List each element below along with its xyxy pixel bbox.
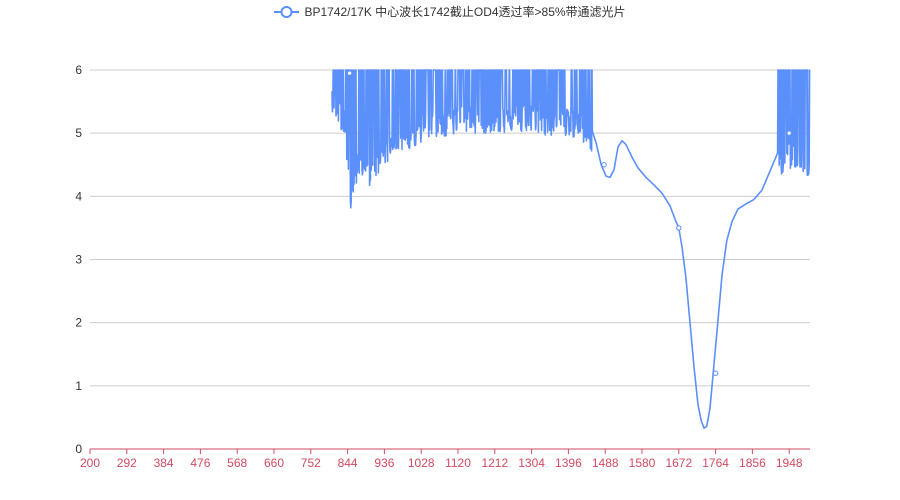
- x-tick-label: 752: [301, 456, 321, 470]
- x-tick-label: 1120: [445, 456, 471, 470]
- y-tick-label: 1: [75, 379, 82, 393]
- x-tick-label: 568: [227, 456, 247, 470]
- x-tick-label: 660: [264, 456, 284, 470]
- x-tick-label: 1580: [629, 456, 656, 470]
- x-tick-label: 936: [374, 456, 394, 470]
- data-point-marker: [712, 370, 719, 376]
- series-layer: [331, 69, 811, 429]
- x-tick-label: 292: [117, 456, 137, 470]
- x-tick-label: 1672: [665, 456, 692, 470]
- legend[interactable]: BP1742/17K 中心波长1742截止OD4透过率>85%带通滤光片: [0, 3, 900, 20]
- x-tick-label: 844: [338, 456, 358, 470]
- data-point-marker: [786, 130, 792, 136]
- axes: 0 1 2 3 4 5 6 200 292 384 476 568 660 752 844 936 1028 11…: [75, 63, 810, 470]
- y-tick-label: 5: [75, 126, 82, 140]
- y-tick-label: 2: [75, 316, 82, 330]
- x-tick-label: 1028: [408, 456, 435, 470]
- x-tick-label: 1212: [481, 456, 508, 470]
- x-tick-label: 1304: [518, 456, 545, 470]
- y-tick-label: 6: [75, 63, 82, 77]
- x-tick-label: 1488: [592, 456, 619, 470]
- x-tick-label: 1764: [702, 456, 729, 470]
- x-tick-label: 1396: [555, 456, 582, 470]
- data-point-marker: [676, 225, 682, 231]
- y-tick-label: 0: [75, 442, 82, 456]
- x-tick-label: 200: [80, 456, 100, 470]
- x-tick-label: 1948: [776, 456, 803, 470]
- x-tick-label: 1856: [739, 456, 766, 470]
- data-point-marker: [601, 162, 607, 168]
- legend-line-marker-icon: [274, 5, 300, 19]
- series-line: [331, 69, 811, 429]
- legend-label: BP1742/17K 中心波长1742截止OD4透过率>85%带通滤光片: [304, 5, 626, 19]
- x-tick-label: 384: [154, 456, 174, 470]
- data-point-marker: [346, 70, 353, 76]
- y-tick-label: 4: [75, 189, 82, 203]
- x-tick-label: 476: [190, 456, 210, 470]
- y-tick-label: 3: [75, 253, 82, 267]
